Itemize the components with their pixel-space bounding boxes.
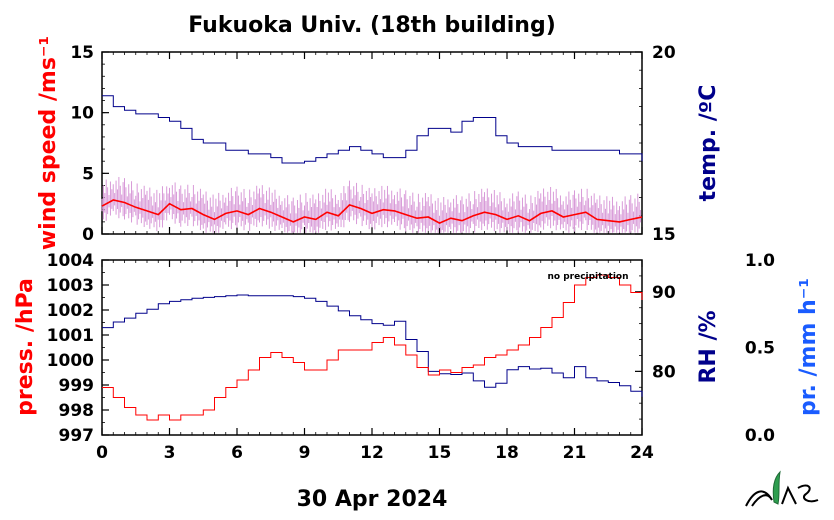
left-tick-label: 997 — [59, 426, 95, 446]
precip-tick-label: 0.5 — [745, 339, 775, 359]
right-tick-label: 90 — [652, 283, 676, 303]
precip-tick-label: 0.0 — [745, 426, 775, 446]
x-tick-label: 6 — [231, 443, 243, 463]
x-tick-label: 9 — [299, 443, 311, 463]
left-tick-label: 15 — [70, 43, 94, 63]
right-tick-label: 20 — [652, 43, 676, 63]
precipitation-axis-label: pr. /mm h⁻¹ — [796, 278, 821, 416]
x-tick-label: 18 — [495, 443, 519, 463]
bottom-panel-ticks: 0 3 6 9 12 15 18 21 24 997 998 999 1000 1001 1002 1003 1… — [47, 251, 775, 463]
x-tick-label: 3 — [164, 443, 176, 463]
no-precipitation-note: no precipitation — [547, 272, 628, 282]
right-tick-label: 15 — [652, 225, 676, 245]
temperature-axis-label: temp. /ºC — [696, 85, 721, 202]
left-tick-label: 1001 — [47, 326, 94, 346]
wind-speed-series — [101, 199, 643, 224]
left-tick-label: 999 — [59, 376, 95, 396]
left-tick-label: 0 — [82, 225, 94, 245]
top-panel-ticks: 0 5 10 15 15 20 — [70, 43, 676, 245]
temperature-series — [102, 95, 643, 164]
institution-logo — [745, 470, 819, 507]
humidity-series — [102, 294, 643, 397]
x-tick-label: 12 — [360, 443, 384, 463]
date-label: 30 Apr 2024 — [297, 487, 448, 512]
left-tick-label: 1003 — [47, 276, 94, 296]
pressure-axis-label: press. /hPa — [13, 278, 38, 416]
left-tick-label: 5 — [82, 164, 94, 184]
left-tick-label: 998 — [59, 401, 95, 421]
chart-title: Fukuoka Univ. (18th building) — [188, 13, 556, 38]
left-tick-label: 1004 — [47, 251, 94, 271]
x-tick-label: 24 — [630, 443, 654, 463]
left-tick-label: 10 — [70, 104, 94, 124]
wind-speed-axis-label: wind speed /ms⁻¹ — [36, 36, 61, 250]
humidity-axis-label: RH /% — [696, 310, 721, 383]
x-tick-label: 15 — [428, 443, 452, 463]
pressure-series — [102, 274, 643, 421]
left-tick-label: 1000 — [47, 351, 94, 371]
x-tick-label: 21 — [563, 443, 587, 463]
right-tick-label: 80 — [652, 362, 676, 382]
left-tick-label: 1002 — [47, 301, 94, 321]
precip-tick-label: 1.0 — [745, 251, 775, 271]
x-tick-label: 0 — [96, 443, 108, 463]
wind-speed-raw-series — [101, 176, 642, 233]
